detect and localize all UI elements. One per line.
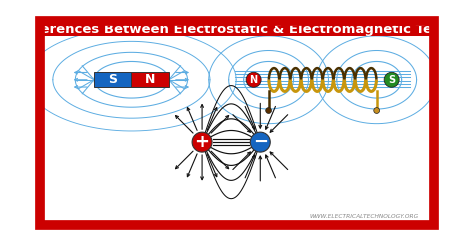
Circle shape [192,132,212,152]
Bar [94,72,131,87]
Text: Differences Between Electrostatic & Electromagnetic Terms: Differences Between Electrostatic & Elec… [13,23,461,36]
Text: N: N [250,75,258,85]
Bar [43,24,431,36]
Text: N: N [145,73,155,86]
Circle shape [246,72,261,87]
Text: +: + [195,133,210,151]
Text: S: S [109,73,118,86]
Text: S: S [388,75,395,85]
Text: WWW.ELECTRICALTECHNOLOGY.ORG: WWW.ELECTRICALTECHNOLOGY.ORG [310,214,419,219]
Circle shape [266,108,272,113]
Bar [131,72,169,87]
Circle shape [384,72,399,87]
Circle shape [250,132,270,152]
Text: −: − [253,133,268,151]
Circle shape [374,108,380,113]
